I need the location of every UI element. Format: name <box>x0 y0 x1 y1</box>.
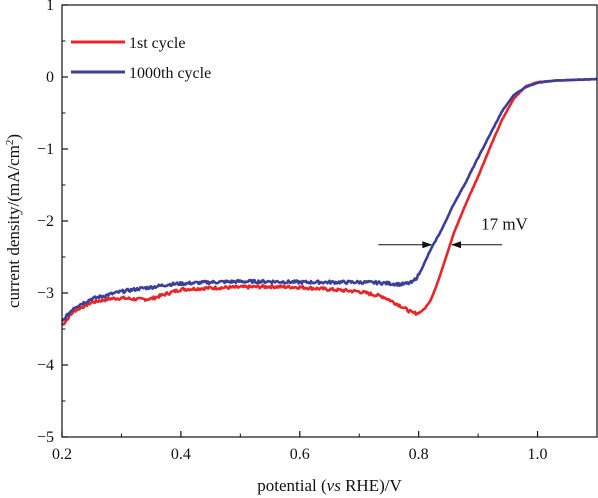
shift-arrowhead-left <box>422 241 433 249</box>
x-ticks: 0.2 0.4 0.6 0.8 1.0 <box>52 431 598 463</box>
annotation-arrows <box>378 241 503 249</box>
y-axis-title-part-2: ) <box>4 134 23 140</box>
series-line-2 <box>61 77 598 322</box>
y-tick-label: −3 <box>37 285 54 302</box>
x-tick-label: 1.0 <box>528 446 548 463</box>
x-tick-label: 0.6 <box>290 446 310 463</box>
y-ticks: 1 0 −1 −2 −3 −4 −5 <box>37 0 68 446</box>
shift-arrowhead-right <box>451 241 462 249</box>
x-axis-title-part-2: vs <box>327 476 342 495</box>
legend: 1st cycle 1000th cycle <box>71 35 211 82</box>
y-tick-label: −5 <box>37 429 54 446</box>
legend-label-2: 1000th cycle <box>129 65 211 82</box>
y-axis-title-part-1: current density/(mA/cm <box>4 145 23 308</box>
x-axis-title: potential (vs RHE)/V <box>257 476 402 495</box>
x-axis-title-part-3: RHE)/V <box>341 476 403 495</box>
plot-lines <box>60 77 598 327</box>
series-line-1 <box>60 77 598 327</box>
x-axis-title-part-1: potential ( <box>257 476 327 495</box>
x-tick-label: 0.4 <box>171 446 191 463</box>
y-axis-title: current density/(mA/cm2) <box>4 134 23 308</box>
annotations: 17 mV <box>481 215 528 234</box>
y-tick-label: 1 <box>46 0 54 14</box>
x-tick-label: 0.8 <box>409 446 429 463</box>
x-tick-label: 0.2 <box>52 446 72 463</box>
y-tick-label: −2 <box>37 213 54 230</box>
annotation-label: 17 mV <box>481 215 528 234</box>
y-axis-title-superscript: 2 <box>4 140 16 146</box>
y-tick-label: −1 <box>37 141 54 158</box>
legend-label-1: 1st cycle <box>129 35 185 52</box>
y-tick-label: 0 <box>46 69 54 86</box>
y-tick-label: −4 <box>37 357 54 374</box>
